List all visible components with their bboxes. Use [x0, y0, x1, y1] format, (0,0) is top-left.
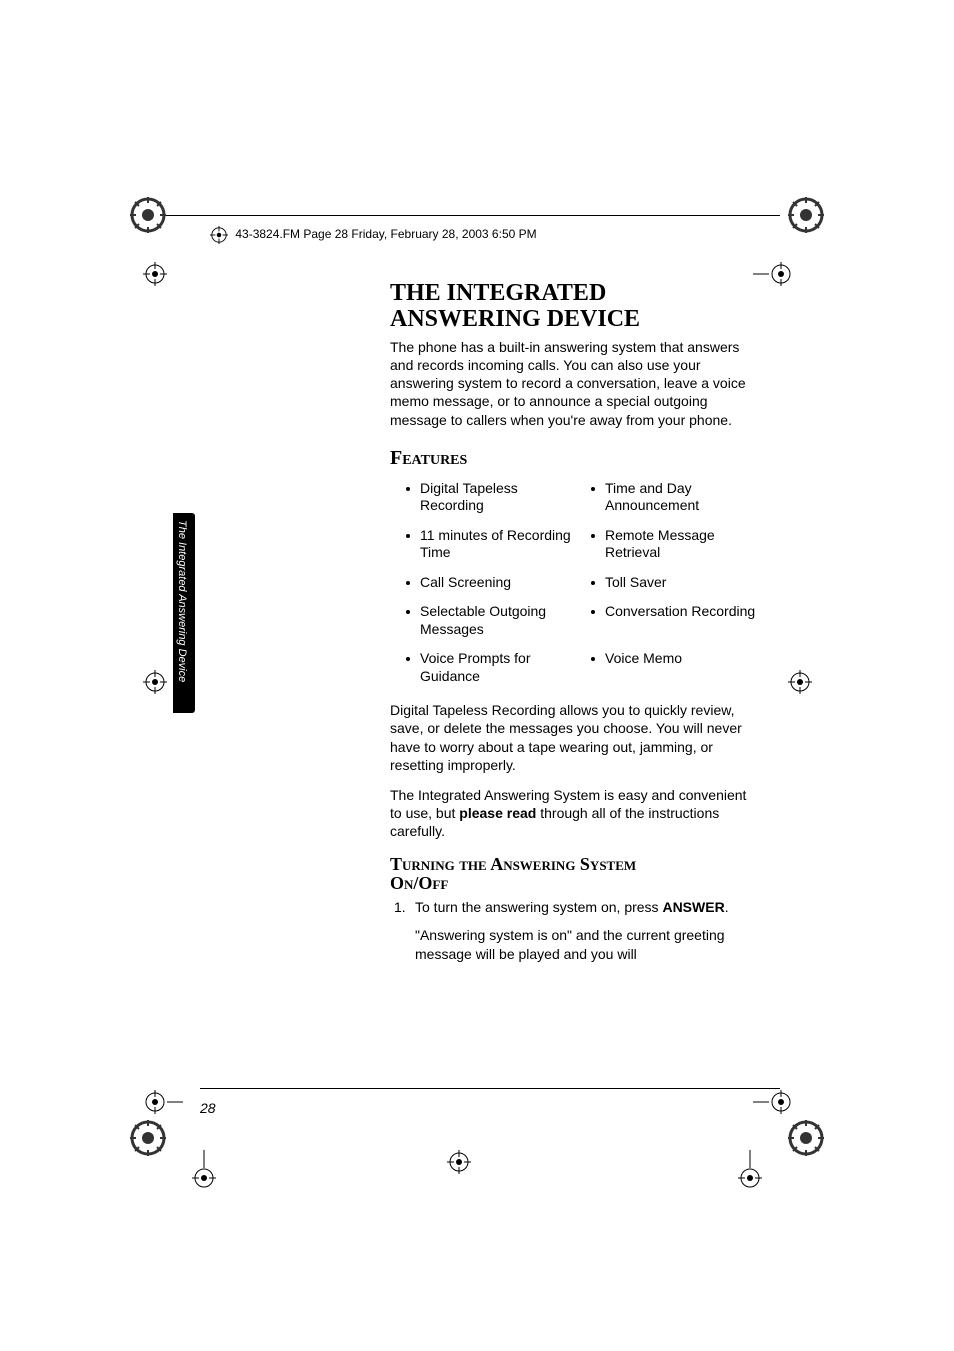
main-content: THE INTEGRATED ANSWERING DEVICE The phon… [390, 280, 790, 963]
print-gear-icon [128, 195, 168, 235]
bullet-icon [591, 534, 595, 538]
registration-mark-icon [143, 670, 167, 694]
step-1: 1. To turn the answering system on, pres… [390, 898, 760, 916]
feature-item: Digital Tapeless Recording [420, 480, 575, 515]
document-header: 43-3824.FM Page 28 Friday, February 28, … [210, 226, 537, 244]
bullet-icon [591, 610, 595, 614]
bullet-icon [406, 487, 410, 491]
features-list: Digital Tapeless Recording Time and Day … [390, 480, 760, 686]
features-heading: Features [390, 447, 790, 470]
print-gear-icon [786, 195, 826, 235]
body-paragraph-1: Digital Tapeless Recording allows you to… [390, 701, 760, 774]
feature-item: 11 minutes of Recording Time [420, 527, 575, 562]
feature-item: Voice Memo [605, 650, 682, 668]
subsec-line-2: On/Off [390, 873, 448, 893]
step-number: 1. [390, 898, 415, 916]
feature-item: Conversation Recording [605, 603, 755, 621]
subsection-heading: Turning the Answering System On/Off [390, 855, 790, 895]
doc-header-text: 43-3824.FM Page 28 Friday, February 28, … [235, 227, 536, 241]
registration-mark-icon [753, 1090, 793, 1114]
step1-post: . [725, 899, 729, 915]
step-1-sub: "Answering system is on" and the current… [415, 926, 760, 962]
step1-pre: To turn the answering system on, press [415, 899, 662, 915]
title-line-2: ANSWERING DEVICE [390, 306, 640, 332]
feature-item: Remote Message Retrieval [605, 527, 760, 562]
registration-mark-icon [447, 1150, 471, 1174]
title-line-1: THE INTEGRATED [390, 280, 606, 306]
registration-mark-icon [192, 1150, 216, 1190]
registration-mark-icon [753, 262, 793, 286]
sidebar-label: The Integrated Answering Device [176, 520, 188, 682]
para2-bold: please read [459, 805, 536, 821]
feature-item: Time and Day Announcement [605, 480, 760, 515]
page-number: 28 [200, 1100, 216, 1116]
intro-paragraph: The phone has a built-in answering syste… [390, 338, 760, 429]
bullet-icon [406, 581, 410, 585]
bullet-icon [591, 657, 595, 661]
feature-item: Selectable Outgoing Messages [420, 603, 575, 638]
subsec-line-1: Turning the Answering System [390, 854, 636, 874]
bullet-icon [406, 610, 410, 614]
print-gear-icon [128, 1118, 168, 1158]
feature-item: Toll Saver [605, 574, 666, 592]
registration-mark-icon [738, 1150, 762, 1190]
bullet-icon [591, 581, 595, 585]
feature-item: Voice Prompts for Guidance [420, 650, 575, 685]
bullet-icon [406, 657, 410, 661]
registration-mark-icon [788, 670, 812, 694]
print-gear-icon [786, 1118, 826, 1158]
registration-mark-icon [143, 262, 167, 286]
bullet-icon [406, 534, 410, 538]
bullet-icon [591, 487, 595, 491]
feature-item: Call Screening [420, 574, 511, 592]
page-title: THE INTEGRATED ANSWERING DEVICE [390, 280, 790, 333]
registration-mark-icon [143, 1090, 183, 1114]
body-paragraph-2: The Integrated Answering System is easy … [390, 786, 760, 841]
step1-bold: ANSWER [662, 899, 724, 915]
